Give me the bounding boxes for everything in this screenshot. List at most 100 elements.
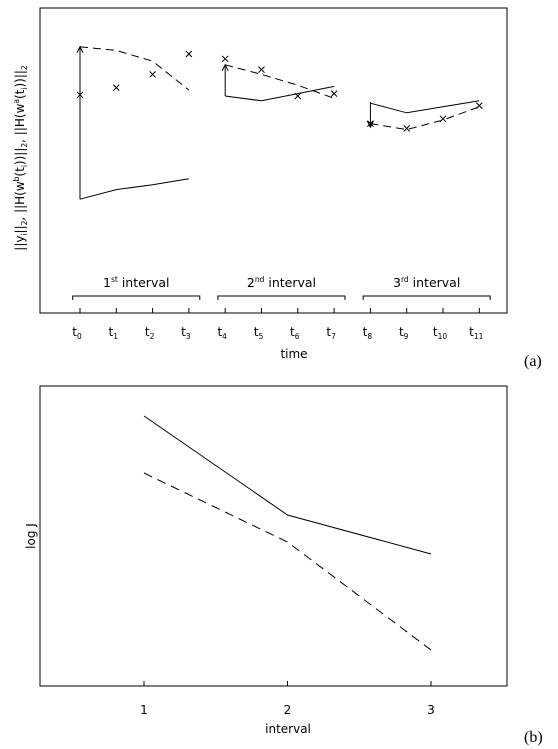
x-tick-label: t8 <box>363 325 373 341</box>
interval-word: interval <box>264 275 316 290</box>
x-tick-label-subscript: 3 <box>186 332 191 341</box>
y-label-part: , ||H(w <box>13 181 27 220</box>
series-dashed-line <box>225 64 335 99</box>
interval-ordinal: rd <box>401 275 409 284</box>
x-marker-stroke <box>112 84 120 91</box>
x-marker <box>112 84 120 91</box>
panel-a-y-axis-label-text: ||yi||2, ||H(wb(ti))||2, ||H(wa(ti))||2 <box>12 65 29 251</box>
series-solid-line <box>143 415 432 555</box>
interval-label: 2nd interval <box>247 275 316 290</box>
x-marker <box>439 115 447 123</box>
series-dashed-line <box>370 106 480 131</box>
interval-number: 2 <box>247 275 255 290</box>
series-solid-line <box>370 100 480 114</box>
panel-a-x-axis-label: time <box>280 347 307 361</box>
interval-number: 1 <box>103 275 111 290</box>
panel-a-label: (a) <box>524 353 542 370</box>
x-tick-label: 3 <box>427 703 435 717</box>
x-tick-label-subscript: 11 <box>474 332 484 341</box>
x-marker <box>403 125 411 132</box>
x-tick-label-subscript: 6 <box>295 332 300 341</box>
interval-number: 3 <box>393 275 401 290</box>
y-label-part: ))|| <box>13 148 27 165</box>
y-label-part: i <box>20 88 29 90</box>
x-tick-label-base: t <box>469 325 474 339</box>
y-label-part: || <box>13 225 27 233</box>
x-tick-label: t1 <box>109 325 119 341</box>
x-tick-label-subscript: 9 <box>404 332 409 341</box>
series-dashed-line <box>79 46 190 91</box>
x-marker <box>185 50 193 58</box>
y-label-part: 2 <box>20 220 29 225</box>
x-tick-label: t2 <box>145 325 155 341</box>
panel-b-y-axis-label: log J <box>24 523 38 549</box>
x-tick-label-base: t <box>109 325 114 339</box>
x-marker <box>258 66 265 73</box>
x-tick-label: t0 <box>72 325 82 341</box>
series-solid-line <box>225 85 335 102</box>
y-label-part: i <box>20 165 29 167</box>
x-tick-label: t3 <box>181 325 191 341</box>
x-tick-label-subscript: 0 <box>77 332 82 341</box>
x-marker-stroke <box>475 102 483 109</box>
x-marker-stroke <box>403 125 411 132</box>
y-label-part: (t <box>13 89 27 99</box>
x-marker-stroke <box>330 90 338 97</box>
interval-bracket <box>72 295 201 300</box>
x-marker-stroke <box>439 115 447 123</box>
x-tick-label: t4 <box>217 325 227 341</box>
x-tick-label-base: t <box>399 325 404 339</box>
x-marker <box>330 90 338 97</box>
interval-bracket <box>362 295 491 300</box>
interval-ordinal: nd <box>255 275 265 284</box>
y-label-part: b <box>12 176 21 181</box>
panel-b-chart: log J interval (b) 1 2 3 <box>24 385 543 746</box>
x-tick-label-base: t <box>181 325 186 339</box>
update-arrow-head <box>221 63 229 72</box>
x-tick-label-base: t <box>254 325 259 339</box>
x-tick-label: t5 <box>254 325 264 341</box>
x-tick-label-base: t <box>72 325 77 339</box>
panel-a-y-axis-label: ||yi||2, ||H(wb(ti))||2, ||H(wa(ti))||2 <box>12 65 29 251</box>
x-tick-label-base: t <box>326 325 331 339</box>
interval-label: 1st interval <box>103 275 169 290</box>
y-label-part: ))|| <box>13 70 27 87</box>
x-marker <box>221 55 229 63</box>
x-marker-stroke <box>294 92 302 100</box>
y-label-part: ||y <box>13 236 27 251</box>
interval-ordinal: st <box>111 275 118 284</box>
x-tick-label-subscript: 10 <box>438 332 448 341</box>
y-label-part: , ||H(w <box>13 103 27 142</box>
x-tick-label-subscript: 4 <box>222 332 227 341</box>
x-tick-label: 2 <box>284 703 292 717</box>
x-marker-stroke <box>258 66 265 73</box>
x-marker-stroke <box>221 55 229 63</box>
panel-b-plot-frame <box>39 385 508 687</box>
panel-a-plot-frame <box>39 7 508 314</box>
interval-word: interval <box>118 275 170 290</box>
x-tick-label: t11 <box>469 325 483 341</box>
panel-b-x-axis-label: interval <box>265 722 311 736</box>
x-marker <box>475 102 483 109</box>
x-tick-label: t9 <box>399 325 409 341</box>
x-tick-label-subscript: 1 <box>113 332 118 341</box>
panel-a-chart: ||yi||2, ||H(wb(ti))||2, ||H(wa(ti))||2 … <box>12 7 542 370</box>
y-label-part: a <box>12 99 21 104</box>
x-tick-label: t10 <box>433 325 447 341</box>
panel-b-label: (b) <box>524 729 543 746</box>
update-arrow-head <box>366 120 374 129</box>
x-tick-label: t7 <box>326 325 336 341</box>
interval-word: interval <box>409 275 461 290</box>
y-label-part: (t <box>13 167 27 177</box>
x-tick-label-subscript: 7 <box>331 332 336 341</box>
x-tick-label-base: t <box>363 325 368 339</box>
x-tick-label-base: t <box>145 325 150 339</box>
y-label-part: i <box>20 233 29 235</box>
y-label-part: 2 <box>20 65 29 70</box>
x-tick-label: t6 <box>290 325 300 341</box>
x-tick-label-subscript: 2 <box>150 332 155 341</box>
x-marker <box>149 71 156 78</box>
update-arrow-head <box>76 45 84 54</box>
interval-bracket <box>217 295 346 300</box>
